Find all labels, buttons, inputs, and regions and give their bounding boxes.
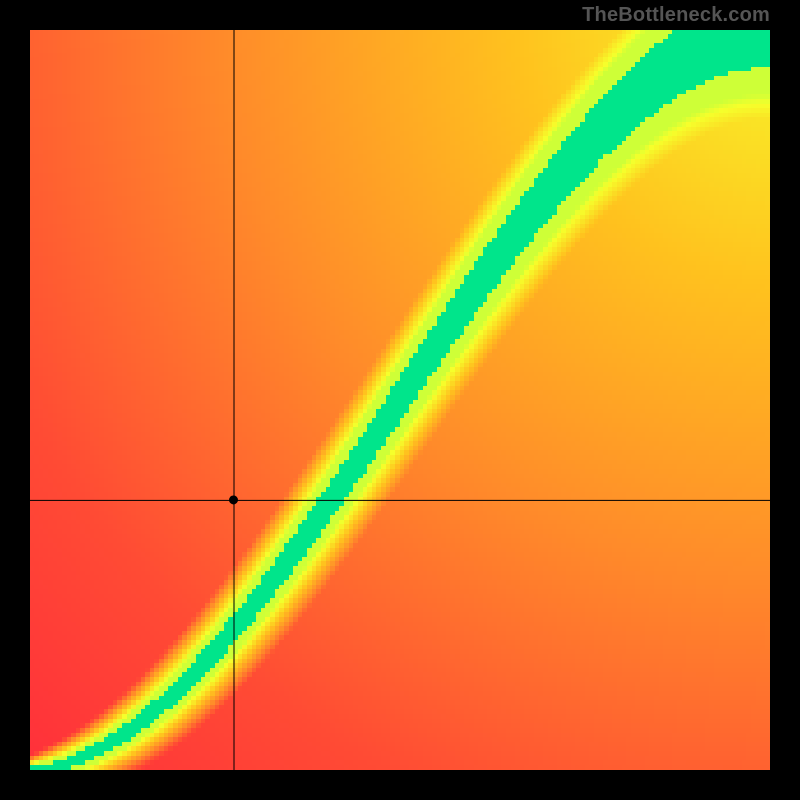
chart-frame: TheBottleneck.com: [0, 0, 800, 800]
heatmap-canvas: [30, 30, 770, 770]
plot-area: [30, 30, 770, 770]
watermark-text: TheBottleneck.com: [582, 4, 770, 27]
